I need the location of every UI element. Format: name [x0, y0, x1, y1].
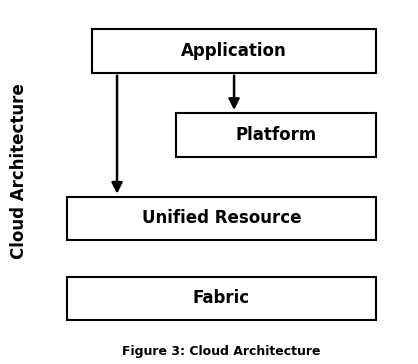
- Text: Figure 3: Cloud Architecture: Figure 3: Cloud Architecture: [122, 345, 321, 358]
- Text: Application: Application: [181, 42, 287, 60]
- FancyBboxPatch shape: [67, 197, 376, 240]
- FancyBboxPatch shape: [176, 113, 376, 157]
- FancyBboxPatch shape: [92, 29, 376, 73]
- FancyBboxPatch shape: [67, 277, 376, 320]
- Text: Platform: Platform: [235, 126, 316, 144]
- Text: Unified Resource: Unified Resource: [142, 209, 301, 228]
- Text: Fabric: Fabric: [193, 289, 250, 308]
- Text: Cloud Architecture: Cloud Architecture: [10, 83, 28, 259]
